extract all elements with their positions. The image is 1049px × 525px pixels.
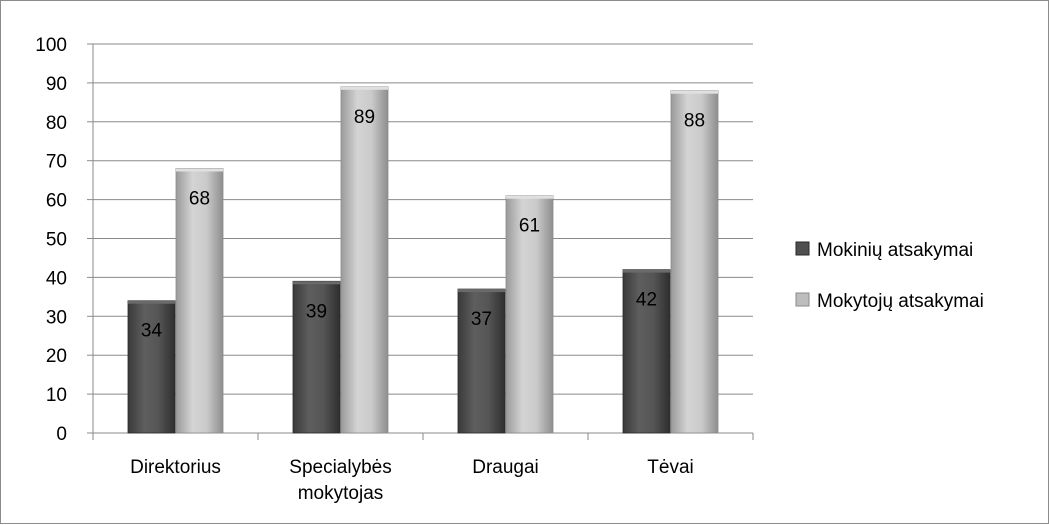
bar-mokiniu bbox=[457, 288, 506, 434]
bar-mokytoju bbox=[505, 195, 554, 434]
legend-swatch bbox=[795, 292, 810, 307]
y-tick-label: 30 bbox=[46, 307, 67, 328]
y-tick-label: 60 bbox=[46, 191, 67, 212]
x-category-label: Tėvai bbox=[647, 457, 693, 478]
bar-mokiniu bbox=[622, 269, 671, 434]
y-tick-label: 40 bbox=[46, 268, 67, 289]
bar-mokiniu bbox=[127, 300, 176, 434]
y-tick-label: 70 bbox=[46, 152, 67, 173]
bar-mokytoju bbox=[340, 86, 389, 434]
bar-top-highlight bbox=[293, 281, 340, 285]
y-tick-label: 10 bbox=[46, 385, 67, 406]
bar-mokiniu bbox=[292, 280, 341, 434]
x-category-label: Direktorius bbox=[130, 457, 221, 478]
bar-top-highlight bbox=[176, 168, 223, 172]
data-label: 61 bbox=[519, 216, 540, 237]
bar-top-highlight bbox=[341, 86, 388, 90]
data-label: 42 bbox=[636, 290, 657, 311]
axes: 0 10 20 30 40 50 60 70 80 90 100 bbox=[35, 35, 754, 445]
bar-top-highlight bbox=[458, 289, 505, 293]
data-label: 68 bbox=[189, 188, 210, 209]
y-tick-label: 100 bbox=[35, 35, 67, 56]
data-label: 37 bbox=[471, 309, 492, 330]
bar-mokytoju bbox=[175, 168, 224, 434]
bar-mokytoju bbox=[670, 90, 719, 434]
y-tick-label: 20 bbox=[46, 346, 67, 367]
data-label: 39 bbox=[306, 301, 327, 322]
legend-label: Mokinių atsakymai bbox=[817, 240, 973, 261]
y-tick-label: 0 bbox=[56, 424, 67, 445]
x-category-label: Draugai bbox=[472, 457, 539, 478]
y-tick-label: 80 bbox=[46, 113, 67, 134]
x-category-label: mokytojas bbox=[298, 483, 384, 504]
y-tick-label: 90 bbox=[46, 74, 67, 95]
legend-swatch bbox=[795, 241, 810, 256]
data-label: 88 bbox=[684, 111, 705, 132]
data-label: 89 bbox=[354, 107, 375, 128]
legend-label: Mokytojų atsakymai bbox=[817, 291, 984, 312]
bars bbox=[127, 86, 719, 434]
bar-top-highlight bbox=[506, 195, 553, 199]
bar-top-highlight bbox=[623, 269, 670, 273]
labels: 34 68 Direktorius 39 89 Specialybės mokytojas 3… bbox=[130, 107, 705, 504]
legend: Mokinių atsakymai Mokytojų atsakymai bbox=[795, 240, 984, 312]
bar-top-highlight bbox=[671, 90, 718, 94]
x-category-label: Specialybės bbox=[289, 457, 391, 478]
y-tick-label: 50 bbox=[46, 230, 67, 251]
bar-top-highlight bbox=[128, 300, 175, 304]
data-label: 34 bbox=[141, 321, 163, 342]
